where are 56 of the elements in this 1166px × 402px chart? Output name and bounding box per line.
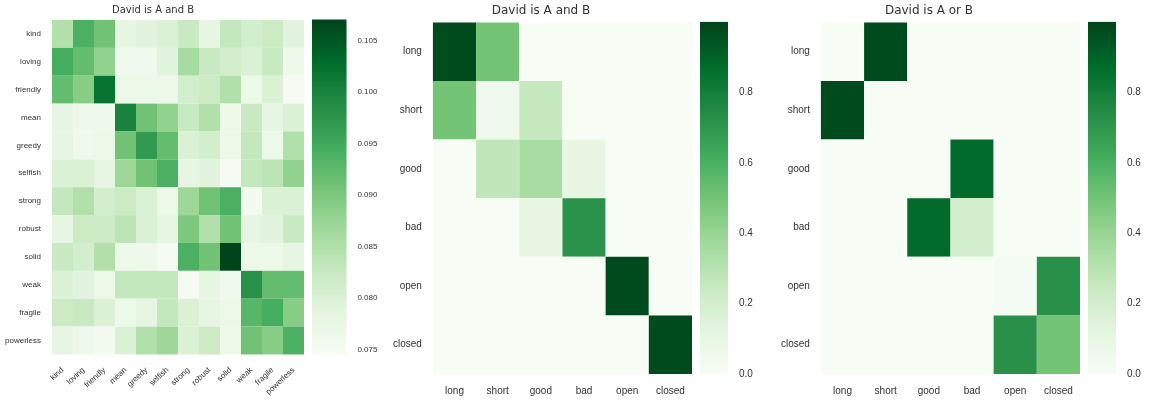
color-bar-label: 0.105 xyxy=(357,35,378,45)
chart-title: David is A and B xyxy=(111,3,195,15)
y-tick-label: solid xyxy=(24,252,42,262)
y-tick-label: greedy xyxy=(16,140,42,150)
y-tick-label: friendly xyxy=(15,84,42,94)
color-bar-label: 0.085 xyxy=(357,241,378,251)
y-tick-label: short xyxy=(787,104,811,116)
color-bar-label: 0.0 xyxy=(1127,367,1142,379)
color-bar-label: 0.6 xyxy=(1127,156,1142,168)
y-tick-label: closed xyxy=(393,338,422,350)
y-tick-label: open xyxy=(787,279,810,291)
x-tick-label: long xyxy=(445,384,464,396)
x-tick-label: good xyxy=(917,384,940,396)
y-tick-label: mean xyxy=(21,112,42,122)
color-bar-label: 0.095 xyxy=(357,138,378,148)
chart-title: David is A or B xyxy=(884,3,974,18)
x-tick-label: open xyxy=(616,384,639,396)
x-tick-label: open xyxy=(1004,384,1027,396)
y-tick-label: loving xyxy=(20,57,42,67)
x-tick-label: long xyxy=(833,384,852,396)
color-bar-label: 0.075 xyxy=(357,344,378,354)
y-tick-label: long xyxy=(403,45,422,57)
x-tick-label: closed xyxy=(1043,384,1073,396)
color-bar-label: 0.2 xyxy=(1127,297,1142,309)
x-tick-label: closed xyxy=(655,384,685,396)
x-tick-label: good xyxy=(529,384,552,396)
y-tick-label: strong xyxy=(18,196,42,206)
y-tick-label: weak xyxy=(21,279,42,289)
color-bar-label: 0.090 xyxy=(357,190,378,200)
y-tick-label: open xyxy=(399,279,422,291)
y-tick-label: powerless xyxy=(5,335,42,345)
x-tick-label: bad xyxy=(963,384,981,396)
y-tick-label: kind xyxy=(26,29,42,39)
y-tick-label: good xyxy=(787,162,810,174)
color-bar-label: 0.100 xyxy=(357,87,378,97)
y-tick-label: selfish xyxy=(18,168,42,178)
color-bar-label: 0.080 xyxy=(357,293,378,303)
x-tick-label: bad xyxy=(575,384,593,396)
y-tick-label: closed xyxy=(781,338,810,350)
chart-title: David is A and B xyxy=(491,3,591,18)
color-bar-label: 0.6 xyxy=(739,156,754,168)
y-tick-label: fragile xyxy=(19,307,42,317)
color-bar-label: 0.8 xyxy=(739,86,754,98)
x-tick-label: short xyxy=(874,384,898,396)
color-bar-label: 0.8 xyxy=(1127,86,1142,98)
y-tick-label: long xyxy=(791,45,810,57)
y-tick-label: good xyxy=(399,162,422,174)
color-bar-label: 0.4 xyxy=(1127,227,1142,239)
color-bar-label: 0.2 xyxy=(739,297,754,309)
y-tick-label: bad xyxy=(405,221,422,233)
color-bar-label: 0.0 xyxy=(739,367,754,379)
y-tick-label: bad xyxy=(793,221,810,233)
y-tick-label: short xyxy=(399,104,423,116)
y-tick-label: robust xyxy=(18,224,42,234)
x-tick-label: short xyxy=(486,384,510,396)
color-bar-label: 0.4 xyxy=(739,227,754,239)
